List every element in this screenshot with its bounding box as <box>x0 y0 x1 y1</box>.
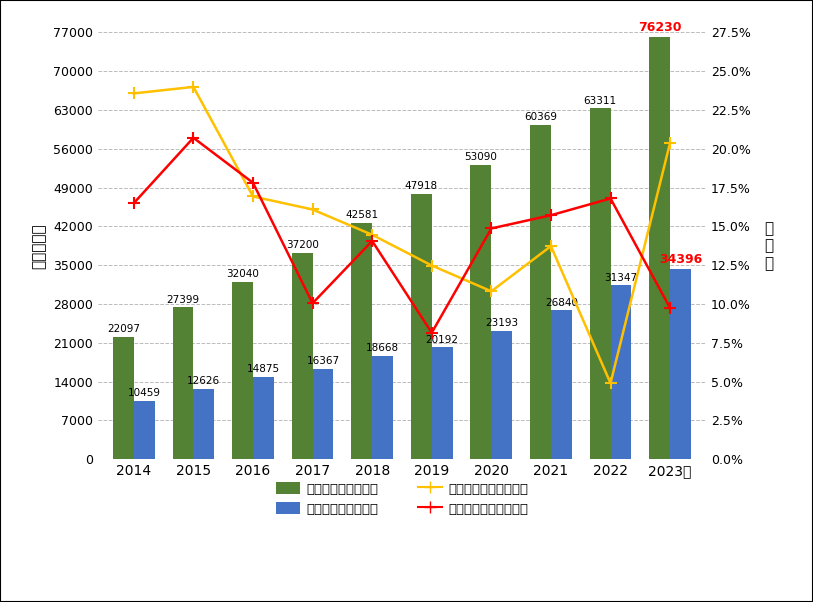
Bar <box>292 253 312 459</box>
Bar <box>589 108 611 459</box>
Text: 47918: 47918 <box>405 181 438 191</box>
Text: 10459: 10459 <box>128 388 161 399</box>
Y-axis label: 增
长
率: 增 长 率 <box>764 221 774 271</box>
Text: 42581: 42581 <box>346 211 378 220</box>
Text: 27399: 27399 <box>167 294 199 305</box>
执业专利代理师增长率 <box>307 300 317 307</box>
Bar <box>551 311 572 459</box>
Text: 76230: 76230 <box>638 21 681 34</box>
Text: 53090: 53090 <box>464 152 498 162</box>
Bar <box>372 356 393 459</box>
Text: 60369: 60369 <box>524 112 557 122</box>
Text: 31347: 31347 <box>604 273 637 283</box>
Text: 23193: 23193 <box>485 318 519 328</box>
Text: 14875: 14875 <box>247 364 280 374</box>
取得代理师资格增长率 <box>546 243 556 250</box>
Text: 12626: 12626 <box>187 376 220 386</box>
取得代理师资格增长率 <box>129 90 139 97</box>
Bar <box>193 389 215 459</box>
Bar <box>611 285 632 459</box>
Bar <box>351 223 372 459</box>
Bar <box>491 330 512 459</box>
Bar <box>172 308 193 459</box>
执业专利代理师增长率 <box>367 237 377 244</box>
Bar <box>411 194 432 459</box>
Bar <box>312 368 333 459</box>
执业专利代理师增长率 <box>606 195 615 202</box>
取得代理师资格增长率 <box>606 380 615 387</box>
Bar <box>670 268 691 459</box>
取得代理师资格增长率 <box>307 206 317 213</box>
Bar <box>650 37 670 459</box>
Text: 26840: 26840 <box>545 297 578 308</box>
Y-axis label: 人数（人）: 人数（人） <box>31 223 46 268</box>
取得代理师资格增长率 <box>189 83 198 90</box>
Legend: 取得代理师资格人数, 执业专利代理师人数, 取得代理师资格增长率, 执业专利代理师增长率: 取得代理师资格人数, 执业专利代理师人数, 取得代理师资格增长率, 执业专利代理… <box>271 477 533 521</box>
执业专利代理师增长率 <box>665 305 675 312</box>
执业专利代理师增长率 <box>129 199 139 206</box>
执业专利代理师增长率 <box>427 329 437 337</box>
Bar <box>432 347 453 459</box>
Bar <box>530 125 551 459</box>
执业专利代理师增长率 <box>546 212 556 219</box>
Bar <box>233 282 253 459</box>
Text: 37200: 37200 <box>285 240 319 250</box>
执业专利代理师增长率 <box>248 179 258 187</box>
Bar <box>113 337 134 459</box>
Text: 34396: 34396 <box>659 253 702 266</box>
取得代理师资格增长率 <box>248 193 258 200</box>
Line: 取得代理师资格增长率: 取得代理师资格增长率 <box>128 81 676 389</box>
Text: 63311: 63311 <box>584 96 616 105</box>
Bar <box>253 377 274 459</box>
Bar <box>471 165 491 459</box>
Text: 32040: 32040 <box>226 269 259 279</box>
执业专利代理师增长率 <box>189 134 198 141</box>
执业专利代理师增长率 <box>486 225 496 232</box>
Text: 20192: 20192 <box>426 335 459 344</box>
取得代理师资格增长率 <box>665 139 675 146</box>
取得代理师资格增长率 <box>367 231 377 238</box>
取得代理师资格增长率 <box>486 288 496 295</box>
Bar <box>134 402 154 459</box>
Text: 22097: 22097 <box>107 324 140 334</box>
Text: 16367: 16367 <box>307 356 340 366</box>
Text: 18668: 18668 <box>366 343 399 353</box>
取得代理师资格增长率 <box>427 262 437 269</box>
Line: 执业专利代理师增长率: 执业专利代理师增长率 <box>128 131 676 339</box>
